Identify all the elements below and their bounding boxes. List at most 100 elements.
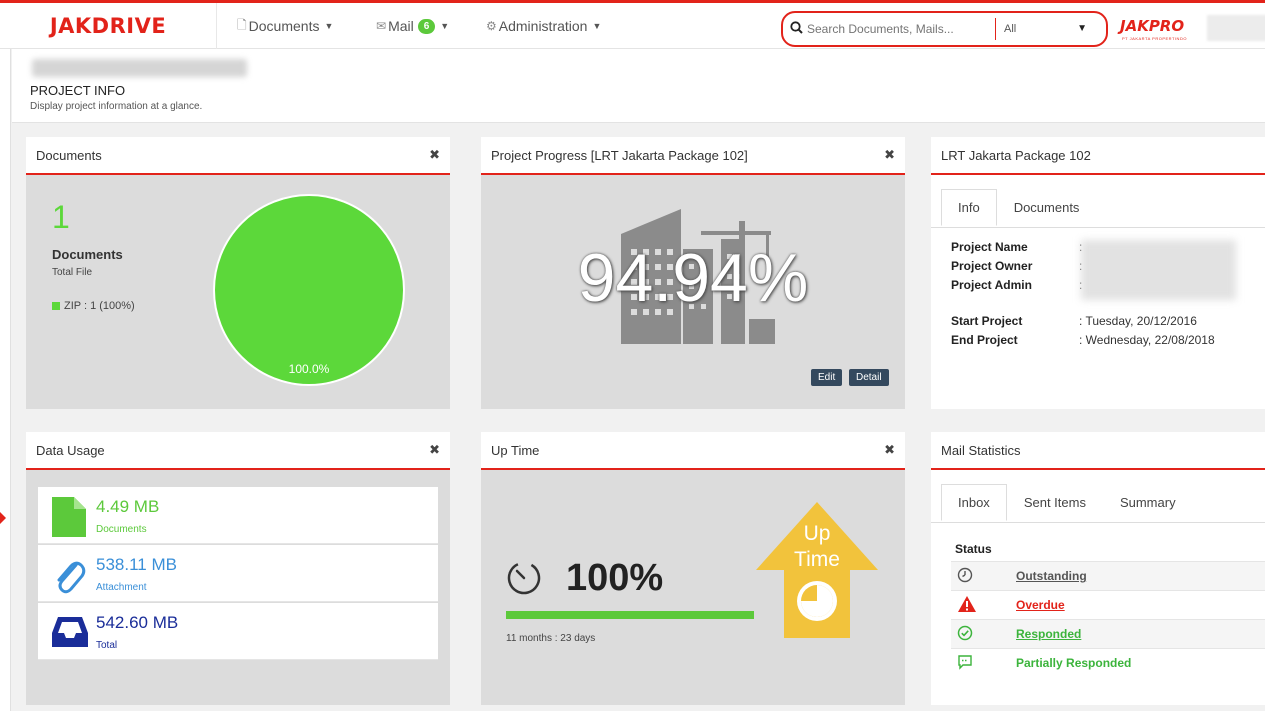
warning-icon [951, 595, 1016, 616]
app-logo[interactable]: JAKDRIVE [0, 3, 217, 49]
sidebar-toggle-arrow-icon[interactable] [0, 512, 6, 524]
user-avatar[interactable] [1207, 15, 1265, 41]
status-row-responded: Responded [951, 619, 1265, 648]
documents-panel: Documents ✖ 1 Documents Total File ZIP :… [26, 137, 450, 409]
mail-statistics-panel: Mail Statistics Inbox Sent Items Summary… [931, 432, 1265, 705]
status-row-overdue: Overdue [951, 590, 1265, 619]
usage-attachment-value: 538.11 MB [96, 555, 177, 574]
uptime-duration: 11 months : 23 days [506, 633, 596, 644]
breadcrumb [32, 59, 247, 77]
nav-documents[interactable]: 🗋 Documents ▼ [237, 3, 333, 49]
usage-documents-label: Documents [96, 524, 147, 535]
nav-mail[interactable]: ✉ Mail 6 ▼ [376, 3, 449, 49]
project-info-panel-header: LRT Jakarta Package 102 [931, 137, 1265, 175]
file-icon: 🗋 [237, 17, 247, 32]
status-row-partially-responded: Partially Responded [951, 648, 1265, 677]
usage-attachment: 538.11 MB Attachment [38, 545, 438, 602]
tab-info[interactable]: Info [941, 189, 997, 226]
detail-button[interactable]: Detail [849, 369, 889, 386]
project-info-panel-title: LRT Jakarta Package 102 [941, 147, 1091, 163]
close-icon[interactable]: ✖ [884, 147, 895, 162]
field-project-owner: Project Owner : [951, 259, 1082, 273]
field-start-project: Start Project : Tuesday, 20/12/2016 [951, 314, 1197, 328]
close-icon[interactable]: ✖ [429, 147, 440, 162]
status-link-overdue[interactable]: Overdue [1016, 598, 1065, 612]
search-icon [783, 21, 807, 37]
status-link-partially-responded[interactable]: Partially Responded [1016, 656, 1132, 670]
status-column-header: Status [955, 542, 992, 556]
info-tabs: Info Documents [941, 189, 1096, 226]
legend-label: ZIP : 1 (100%) [64, 300, 135, 312]
page-header: PROJECT INFO Display project information… [12, 49, 1265, 123]
envelope-icon: ✉ [376, 19, 387, 33]
close-icon[interactable]: ✖ [429, 442, 440, 457]
nav-administration-label: Administration [498, 18, 588, 34]
nav-administration[interactable]: ⚙ Administration ▼ [486, 3, 601, 49]
search-input[interactable] [807, 22, 987, 36]
jakpro-logo: JAKPRO [1120, 17, 1185, 35]
data-usage-panel-header: Data Usage ✖ [26, 432, 450, 470]
legend-swatch [52, 302, 60, 310]
tab-documents[interactable]: Documents [1013, 200, 1080, 215]
documents-panel-title: Documents [36, 147, 102, 163]
uptime-progress-bar [506, 611, 754, 619]
project-info-panel: LRT Jakarta Package 102 Info Documents P… [931, 137, 1265, 409]
document-icon [52, 497, 86, 537]
comment-icon [951, 654, 1016, 673]
usage-documents: 4.49 MB Documents [38, 487, 438, 544]
search-box: All ▼ [781, 11, 1108, 47]
field-value: : [1079, 259, 1082, 273]
field-value: : Wednesday, 22/08/2018 [1079, 333, 1215, 347]
chevron-down-icon: ▼ [440, 21, 450, 31]
usage-documents-value: 4.49 MB [96, 497, 160, 516]
paperclip-icon [57, 561, 86, 594]
search-scope-value: All [1004, 23, 1017, 35]
progress-panel-header: Project Progress [LRT Jakarta Package 10… [481, 137, 905, 175]
field-label: Project Name [951, 240, 1028, 254]
mail-statistics-panel-header: Mail Statistics [931, 432, 1265, 470]
search-scope-select[interactable]: All ▼ [1004, 23, 1099, 35]
uptime-percentage: 100% [566, 557, 664, 599]
edit-button[interactable]: Edit [811, 369, 843, 386]
status-link-responded[interactable]: Responded [1016, 627, 1082, 641]
buildings-illustration-icon [621, 209, 775, 344]
field-label: Project Admin [951, 278, 1032, 292]
documents-panel-header: Documents ✖ [26, 137, 450, 175]
uptime-arrow-badge-icon: Up Time [756, 502, 878, 638]
inbox-tray-icon [52, 617, 88, 647]
tab-inbox[interactable]: Inbox [941, 484, 1007, 521]
data-usage-panel: Data Usage ✖ 4.49 MB Documents 538.11 MB… [26, 432, 450, 705]
documents-count: 1 [52, 199, 70, 235]
field-value: : [1079, 240, 1082, 254]
close-icon[interactable]: ✖ [884, 442, 895, 457]
jakpro-logo-sub: PT JAKARTA PROPERTINDO [1122, 36, 1187, 41]
nav-mail-label: Mail [388, 18, 414, 34]
progress-panel: Project Progress [LRT Jakarta Package 10… [481, 137, 905, 409]
top-navbar: JAKDRIVE 🗋 Documents ▼ ✉ Mail 6 ▼ ⚙ Admi… [0, 0, 1265, 49]
chevron-down-icon: ▼ [592, 21, 602, 31]
tab-sent-items[interactable]: Sent Items [1023, 495, 1086, 510]
usage-total: 542.60 MB Total [38, 603, 438, 660]
status-row-outstanding: Outstanding [951, 561, 1265, 590]
tab-summary[interactable]: Summary [1119, 495, 1176, 510]
field-label: Project Owner [951, 259, 1033, 273]
uptime-panel-title: Up Time [491, 442, 540, 458]
usage-attachment-label: Attachment [96, 582, 147, 593]
page-title: PROJECT INFO [30, 83, 126, 98]
status-link-outstanding[interactable]: Outstanding [1016, 569, 1087, 583]
field-value: : [1079, 278, 1082, 292]
search-divider [995, 18, 996, 40]
pie-slice-zip[interactable] [213, 194, 405, 386]
mail-statistics-panel-title: Mail Statistics [941, 442, 1021, 458]
field-label: End Project [951, 333, 1018, 347]
clock-icon [951, 567, 1016, 586]
chevron-down-icon: ▼ [1077, 23, 1087, 34]
data-usage-panel-title: Data Usage [36, 442, 105, 458]
stopwatch-icon [507, 561, 541, 595]
documents-sublabel: Total File [52, 267, 93, 278]
documents-pie-chart: 100.0% [213, 194, 405, 386]
uptime-badge-line2: Time [794, 548, 840, 571]
uptime-badge-line1: Up [804, 522, 831, 545]
uptime-panel: Up Time ✖ 100% 11 months : 23 days Up Ti… [481, 432, 905, 705]
mail-tab-content [931, 522, 1265, 702]
